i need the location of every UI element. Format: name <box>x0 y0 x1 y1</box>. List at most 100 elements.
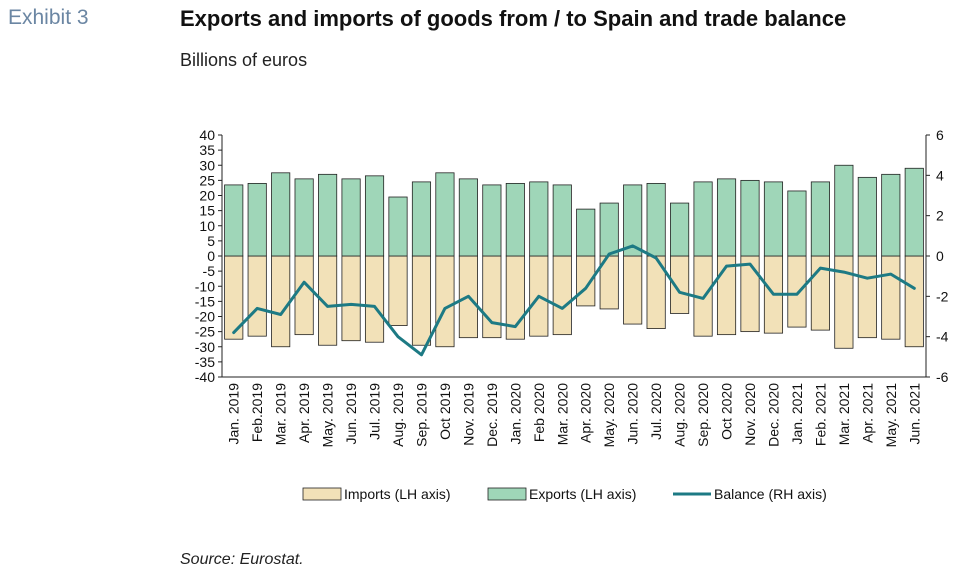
right-axis-tick-label: 6 <box>936 127 944 143</box>
x-axis-tick-label: Feb. 2021 <box>812 383 828 446</box>
exports-bar <box>787 190 807 257</box>
imports-bar <box>435 255 455 348</box>
exports-bar <box>646 182 666 257</box>
balance-point <box>795 293 799 296</box>
right-axis-tick-label: 2 <box>936 208 944 224</box>
balance-point <box>326 305 329 308</box>
balance-point <box>772 293 775 296</box>
exports-bar <box>271 172 291 257</box>
balance-point <box>631 244 634 248</box>
x-axis-tick-label: Dec. 2019 <box>484 383 500 447</box>
balance-point <box>889 272 892 276</box>
legend: Imports (LH axis) Exports (LH axis) Balanc… <box>302 486 827 502</box>
balance-point <box>396 335 400 338</box>
exports-bar <box>294 178 314 257</box>
x-axis-tick-label: Sep. 2019 <box>413 383 429 447</box>
x-axis-tick-label: Jun. 2020 <box>625 383 641 445</box>
balance-point <box>420 353 423 357</box>
exports-bar <box>857 176 877 257</box>
exports-bar <box>904 167 924 257</box>
x-axis-tick-label: Jun. 2019 <box>343 383 359 445</box>
axes-layer: -40-35-30-25-20-15-10-50510152025303540-… <box>195 127 949 447</box>
left-axis-tick-label: 10 <box>199 218 215 234</box>
x-axis-tick-label: Jul. 2020 <box>648 383 664 440</box>
x-axis-tick-label: Nov. 2020 <box>742 383 758 446</box>
exports-bar <box>529 181 549 257</box>
exports-bar <box>623 184 643 257</box>
balance-point <box>443 307 447 310</box>
left-axis-tick-label: 25 <box>199 172 215 188</box>
exports-bar <box>834 164 854 257</box>
legend-balance-label: Balance (RH axis) <box>714 486 827 502</box>
imports-bar <box>787 255 807 328</box>
exports-bar <box>388 196 408 257</box>
exports-bar <box>716 178 737 257</box>
x-axis-tick-label: Nov. 2019 <box>460 383 476 446</box>
left-axis-tick-label: 30 <box>199 157 215 173</box>
exports-bar <box>670 202 690 257</box>
balance-point <box>819 266 822 270</box>
balance-point <box>490 321 494 324</box>
balance-point <box>608 252 611 256</box>
balance-point <box>302 281 306 284</box>
imports-bar <box>552 255 572 336</box>
exports-bar <box>435 172 455 257</box>
left-axis-tick-label: -40 <box>195 369 215 385</box>
exports-bar <box>599 202 619 257</box>
exports-bar <box>881 173 901 257</box>
exports-bar <box>763 181 784 257</box>
balance-point <box>748 262 752 266</box>
right-axis-tick-label: 0 <box>936 248 944 264</box>
bars-layer <box>224 164 924 349</box>
left-axis-tick-label: -35 <box>195 354 215 370</box>
imports-bar <box>364 255 385 343</box>
left-axis-tick-label: -20 <box>195 309 215 325</box>
balance-line-layer <box>232 244 916 357</box>
x-axis-tick-label: Jul. 2019 <box>367 383 383 440</box>
imports-bar <box>247 255 267 337</box>
imports-bar <box>857 255 877 339</box>
x-axis-tick-label: Dec. 2020 <box>765 383 781 447</box>
left-axis-tick-label: 0 <box>207 248 215 264</box>
x-axis-tick-label: Mar. 2020 <box>554 383 570 445</box>
exhibit-label: Exhibit 3 <box>8 6 89 29</box>
left-axis-tick-label: 40 <box>199 127 215 143</box>
left-axis-tick-label: -30 <box>195 339 215 355</box>
right-axis-tick-label: 4 <box>936 167 944 183</box>
exports-bar <box>693 181 713 257</box>
balance-point <box>349 303 353 306</box>
balance-point <box>701 297 705 300</box>
exports-bar <box>482 184 502 257</box>
imports-bar <box>904 255 924 348</box>
x-axis-tick-label: Apr. 2021 <box>859 383 875 443</box>
balance-point <box>279 313 282 316</box>
balance-point <box>725 264 728 268</box>
x-axis-tick-label: Mar. 2019 <box>273 383 289 445</box>
left-axis-tick-label: -25 <box>195 324 215 340</box>
x-axis-tick-label: Jan. 2019 <box>226 383 242 445</box>
x-axis-tick-label: Jan. 2020 <box>507 383 523 445</box>
balance-point <box>678 291 681 294</box>
balance-point <box>232 331 235 334</box>
x-axis-tick-label: Jan. 2021 <box>789 383 805 445</box>
chart-title: Exports and imports of goods from / to S… <box>180 6 847 31</box>
x-axis-tick-label: Aug. 2020 <box>672 383 688 447</box>
x-axis-tick-label: Apr. 2019 <box>296 383 312 443</box>
balance-point <box>373 305 376 308</box>
exports-bar <box>364 175 385 257</box>
legend-imports-label: Imports (LH axis) <box>344 486 451 502</box>
imports-bar <box>623 255 643 325</box>
exports-bar <box>740 179 760 257</box>
legend-imports-swatch <box>302 487 342 501</box>
balance-point <box>866 276 869 280</box>
imports-bar <box>294 255 314 336</box>
chart-subtitle: Billions of euros <box>180 50 308 70</box>
exports-bar <box>576 208 596 257</box>
imports-bar <box>881 255 901 340</box>
x-axis-tick-label: Aug. 2019 <box>390 383 406 447</box>
balance-point <box>256 307 259 310</box>
x-axis-tick-label: May. 2020 <box>601 383 617 448</box>
balance-point <box>654 256 658 260</box>
left-axis-tick-label: 20 <box>199 188 215 204</box>
